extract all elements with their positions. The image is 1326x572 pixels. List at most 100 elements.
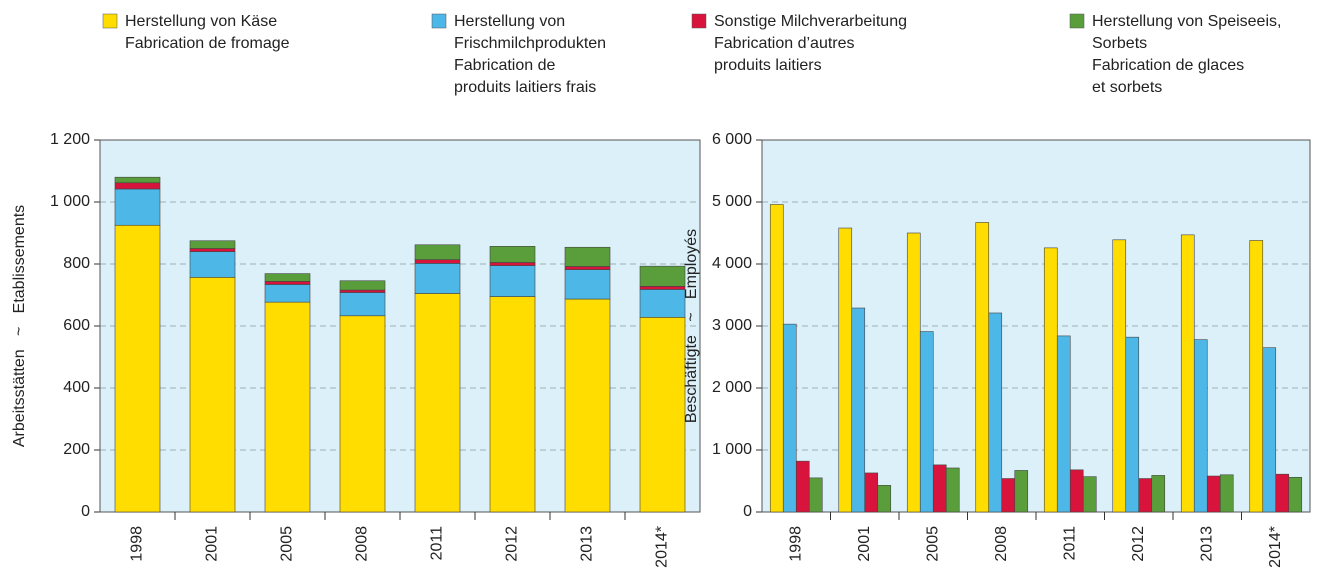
bar <box>1112 239 1127 513</box>
bar-segment <box>114 176 161 184</box>
legend-label: Herstellung von Speiseeis, Sorbets Fabrica… <box>1092 13 1281 96</box>
y-tick-label: 3 000 <box>712 317 752 334</box>
bar <box>1082 476 1097 513</box>
legend-label: Herstellung von Käse Fabrication de froma… <box>125 13 290 52</box>
legend-swatch <box>691 13 707 29</box>
y-tick-label: 1 000 <box>50 193 90 210</box>
bar <box>975 222 990 513</box>
bar-segment <box>189 240 236 249</box>
y-tick-label: 2 000 <box>712 379 752 396</box>
x-tick-label: 2008 <box>993 526 1010 562</box>
x-tick-label: 2005 <box>279 526 296 562</box>
bar <box>906 232 921 513</box>
bar-segment <box>639 286 686 290</box>
legend-swatch <box>1069 13 1085 29</box>
bar <box>988 312 1003 513</box>
y-tick-label: 800 <box>63 255 90 272</box>
bar <box>851 307 866 513</box>
bar <box>1193 339 1208 513</box>
bar-segment <box>114 224 161 513</box>
bar <box>932 464 947 513</box>
x-tick-label: 2008 <box>354 526 371 562</box>
x-tick-label: 2011 <box>1061 526 1078 561</box>
bar <box>1180 234 1195 513</box>
bar-segment <box>564 266 611 270</box>
bar <box>1043 247 1058 513</box>
bar-segment <box>564 246 611 267</box>
y-tick-label: 6 000 <box>712 131 752 148</box>
bar-segment <box>264 273 311 282</box>
y-tick-label: 200 <box>63 441 90 458</box>
bar-segment <box>639 289 686 318</box>
y-tick-label: 0 <box>743 503 752 520</box>
legend-label: Herstellung von Frischmilchprodukten Fabri… <box>454 13 606 96</box>
x-tick-label: 2014* <box>654 526 671 568</box>
y-axis-label: Arbeitsstätten ~ Etablissements <box>11 205 28 447</box>
bar <box>782 323 797 513</box>
bar <box>864 472 879 513</box>
x-tick-label: 2014* <box>1267 526 1284 568</box>
bar <box>945 467 960 513</box>
bar <box>877 485 892 513</box>
bar-segment <box>414 263 461 294</box>
bar-segment <box>489 262 536 266</box>
bar <box>1288 476 1303 513</box>
bar-segment <box>114 188 161 226</box>
x-tick-label: 1998 <box>787 526 804 562</box>
legend-swatch <box>431 13 447 29</box>
bar-segment <box>339 289 386 293</box>
y-tick-label: 1 000 <box>712 441 752 458</box>
bar <box>1138 478 1153 513</box>
legend-swatch <box>102 13 118 29</box>
bar-segment <box>414 259 461 264</box>
bar-segment <box>564 269 611 300</box>
bar-segment <box>114 182 161 190</box>
x-tick-label: 2012 <box>504 526 521 562</box>
bar-segment <box>189 251 236 278</box>
bar-segment <box>189 248 236 252</box>
x-tick-label: 2012 <box>1130 526 1147 562</box>
bar <box>919 331 934 513</box>
bar-segment <box>264 301 311 513</box>
bar <box>1275 473 1290 513</box>
bar <box>1206 475 1221 513</box>
bar <box>1014 470 1029 513</box>
bar <box>1125 336 1140 513</box>
y-tick-label: 0 <box>81 503 90 520</box>
legend-label: Sonstige Milchverarbeitung Fabrication d’… <box>714 13 907 74</box>
bar-segment <box>264 284 311 303</box>
bar-segment <box>414 244 461 260</box>
bar-segment <box>639 265 686 287</box>
x-tick-label: 2013 <box>1198 526 1215 562</box>
bar <box>1219 474 1234 513</box>
y-axis-label: Beschäftigte ~ Employés <box>683 229 700 423</box>
bar-segment <box>564 298 611 513</box>
bar <box>808 477 823 513</box>
bar-segment <box>489 296 536 513</box>
y-tick-label: 600 <box>63 317 90 334</box>
bar-segment <box>339 280 386 291</box>
bar <box>1249 240 1264 513</box>
y-tick-label: 400 <box>63 379 90 396</box>
bar-segment <box>339 292 386 317</box>
bar-segment <box>414 293 461 513</box>
y-tick-label: 1 200 <box>50 131 90 148</box>
bar-segment <box>264 281 311 285</box>
bar <box>1069 469 1084 513</box>
bar <box>1151 475 1166 513</box>
bar-segment <box>639 317 686 513</box>
x-tick-label: 2005 <box>924 526 941 562</box>
x-tick-label: 2001 <box>204 526 221 562</box>
bar <box>795 460 810 513</box>
x-tick-label: 1998 <box>129 526 146 562</box>
bar-segment <box>489 246 536 263</box>
bar <box>1056 335 1071 513</box>
y-tick-label: 4 000 <box>712 255 752 272</box>
bar <box>1262 347 1277 513</box>
bar <box>1001 478 1016 513</box>
y-tick-label: 5 000 <box>712 193 752 210</box>
x-tick-label: 2001 <box>856 526 873 562</box>
bar <box>838 227 853 513</box>
bar-segment <box>189 277 236 513</box>
